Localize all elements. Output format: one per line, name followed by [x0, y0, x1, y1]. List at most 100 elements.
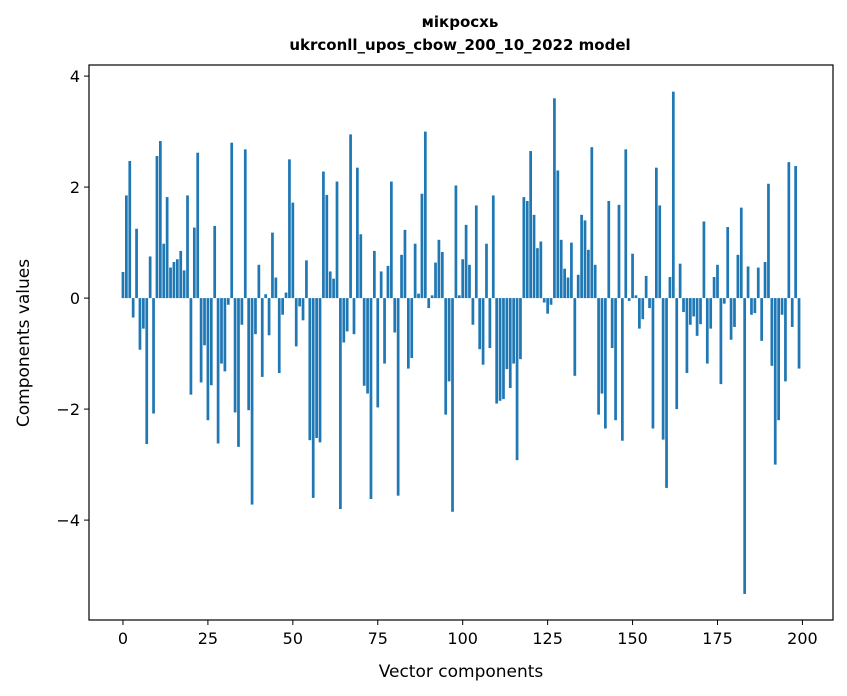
bar-80 — [393, 298, 397, 333]
bar-164 — [678, 263, 682, 299]
bar-44 — [271, 232, 274, 299]
bar-50 — [291, 202, 295, 299]
bar-106 — [481, 298, 485, 365]
bar-156 — [651, 298, 655, 429]
bar-6 — [142, 298, 145, 329]
y-tick-label: 4 — [70, 67, 80, 86]
bar-99 — [457, 295, 461, 299]
bar-105 — [478, 298, 482, 350]
bar-32 — [230, 142, 234, 299]
bar-91 — [430, 295, 434, 299]
bar-159 — [661, 298, 665, 440]
bar-39 — [254, 298, 257, 335]
bar-12 — [162, 243, 166, 299]
y-tick-label: −2 — [56, 400, 80, 419]
bar-59 — [322, 171, 325, 299]
bar-181 — [736, 254, 740, 299]
bar-14 — [169, 267, 172, 299]
bar-190 — [767, 183, 770, 299]
bar-77 — [383, 298, 386, 364]
bar-115 — [512, 298, 516, 364]
bar-127 — [553, 98, 556, 299]
bar-73 — [369, 298, 373, 500]
bar-19 — [186, 195, 189, 299]
bar-184 — [746, 266, 750, 299]
bar-89 — [423, 131, 427, 299]
bar-174 — [712, 277, 716, 299]
x-tick-label: 75 — [368, 629, 388, 648]
bar-113 — [505, 298, 509, 370]
bar-79 — [390, 181, 393, 299]
y-tick-label: 0 — [70, 289, 80, 308]
bar-45 — [274, 277, 278, 299]
bar-74 — [373, 250, 376, 299]
bar-63 — [335, 181, 339, 299]
bar-175 — [716, 264, 719, 299]
bar-182 — [739, 207, 743, 299]
x-tick-label: 50 — [283, 629, 303, 648]
bar-160 — [665, 298, 668, 488]
x-tick-label: 0 — [118, 629, 128, 648]
bar-85 — [410, 298, 414, 359]
bar-155 — [648, 298, 651, 309]
bar-173 — [709, 298, 713, 329]
bar-143 — [607, 200, 611, 299]
bar-132 — [570, 242, 573, 299]
chart-title-line2: ukrconll_upos_cbow_200_10_2022 model — [289, 36, 630, 54]
bar-126 — [549, 298, 553, 305]
bar-146 — [617, 204, 621, 299]
bar-195 — [784, 298, 787, 382]
bar-34 — [237, 298, 240, 447]
bar-33 — [233, 298, 237, 413]
bar-17 — [179, 250, 183, 299]
bar-142 — [604, 298, 607, 429]
bar-22 — [196, 152, 200, 299]
bar-139 — [593, 264, 597, 299]
bar-1 — [125, 195, 128, 299]
bar-192 — [773, 298, 777, 465]
bar-38 — [250, 298, 254, 505]
bar-66 — [345, 298, 349, 332]
bar-0 — [121, 272, 125, 299]
bar-57 — [315, 298, 318, 438]
bar-148 — [624, 149, 628, 299]
bar-117 — [519, 298, 522, 360]
bar-70 — [359, 234, 363, 299]
bar-154 — [644, 275, 648, 299]
x-axis-ticks: 0 25 50 75 100 125 150 175 200 — [118, 620, 818, 648]
bar-87 — [417, 293, 420, 299]
bar-26 — [209, 298, 213, 386]
bar-112 — [502, 298, 505, 400]
bar-72 — [366, 298, 369, 394]
bar-169 — [695, 298, 699, 336]
bar-20 — [189, 298, 193, 395]
bar-42 — [264, 294, 268, 299]
bar-168 — [692, 298, 696, 317]
bar-90 — [427, 298, 431, 309]
bar-11 — [158, 141, 162, 299]
bar-16 — [175, 259, 179, 299]
bar-67 — [349, 134, 352, 299]
bar-97 — [451, 298, 454, 512]
bar-108 — [488, 298, 492, 349]
bar-7 — [145, 298, 149, 445]
bar-53 — [301, 298, 305, 321]
bar-35 — [240, 298, 244, 325]
bar-194 — [780, 298, 784, 315]
bar-120 — [529, 151, 532, 299]
bar-172 — [705, 298, 709, 364]
bar-88 — [420, 193, 424, 299]
bar-18 — [182, 270, 186, 299]
bar-162 — [671, 91, 675, 299]
bar-69 — [356, 167, 359, 299]
bar-55 — [308, 298, 312, 441]
bar-104 — [474, 205, 478, 299]
bar-109 — [491, 195, 495, 299]
bar-94 — [440, 252, 444, 299]
bar-95 — [444, 298, 448, 415]
bar-176 — [719, 298, 723, 385]
bar-8 — [148, 256, 152, 299]
bar-3 — [131, 298, 135, 318]
